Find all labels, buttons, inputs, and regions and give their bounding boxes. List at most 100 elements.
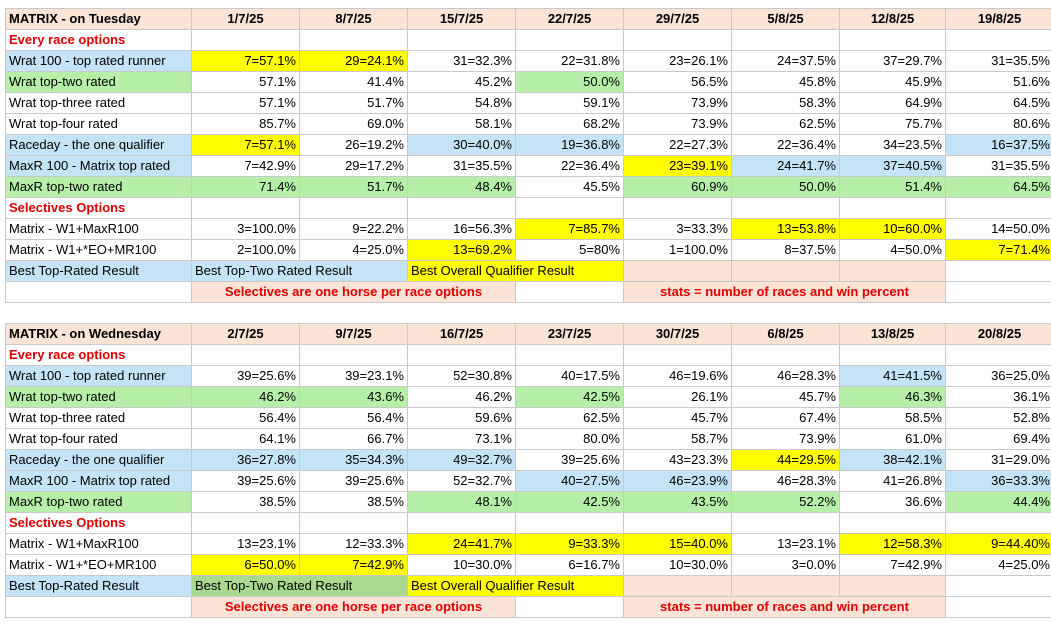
- row-label[interactable]: MaxR 100 - Matrix top rated: [5, 155, 192, 177]
- section-label[interactable]: Selectives Options: [5, 512, 192, 534]
- stat-cell[interactable]: 3=0.0%: [731, 554, 840, 576]
- empty-cell[interactable]: [623, 260, 732, 282]
- empty-cell[interactable]: [945, 596, 1051, 618]
- stat-cell[interactable]: 45.5%: [515, 176, 624, 198]
- stat-cell[interactable]: 37=40.5%: [839, 155, 946, 177]
- stat-cell[interactable]: 4=25.0%: [299, 239, 408, 261]
- stat-cell[interactable]: 10=30.0%: [407, 554, 516, 576]
- stat-cell[interactable]: 23=39.1%: [623, 155, 732, 177]
- stat-cell[interactable]: 44=29.5%: [731, 449, 840, 471]
- stat-cell[interactable]: 69.0%: [299, 113, 408, 135]
- stat-cell[interactable]: 15=40.0%: [623, 533, 732, 555]
- empty-cell[interactable]: [945, 197, 1051, 219]
- stat-cell[interactable]: 31=35.5%: [945, 155, 1051, 177]
- stat-cell[interactable]: 73.9%: [623, 113, 732, 135]
- row-label[interactable]: Raceday - the one qualifier: [5, 134, 192, 156]
- row-label[interactable]: Wrat top-two rated: [5, 71, 192, 93]
- legend-top-two[interactable]: Best Top-Two Rated Result: [191, 260, 408, 282]
- stat-cell[interactable]: 19=36.8%: [515, 134, 624, 156]
- empty-cell[interactable]: [299, 197, 408, 219]
- stat-cell[interactable]: 56.5%: [623, 71, 732, 93]
- stat-cell[interactable]: 36=27.8%: [191, 449, 300, 471]
- stat-cell[interactable]: 50.0%: [731, 176, 840, 198]
- stat-cell[interactable]: 31=35.5%: [945, 50, 1051, 72]
- empty-cell[interactable]: [839, 344, 946, 366]
- stat-cell[interactable]: 58.5%: [839, 407, 946, 429]
- stat-cell[interactable]: 52=30.8%: [407, 365, 516, 387]
- stat-cell[interactable]: 45.7%: [731, 386, 840, 408]
- stat-cell[interactable]: 43=23.3%: [623, 449, 732, 471]
- empty-cell[interactable]: [515, 596, 624, 618]
- stat-cell[interactable]: 45.8%: [731, 71, 840, 93]
- stat-cell[interactable]: 7=57.1%: [191, 134, 300, 156]
- stat-cell[interactable]: 12=33.3%: [299, 533, 408, 555]
- empty-cell[interactable]: [945, 260, 1051, 282]
- stat-cell[interactable]: 49=32.7%: [407, 449, 516, 471]
- stat-cell[interactable]: 38.5%: [191, 491, 300, 513]
- empty-cell[interactable]: [515, 344, 624, 366]
- stat-cell[interactable]: 34=23.5%: [839, 134, 946, 156]
- stat-cell[interactable]: 62.5%: [515, 407, 624, 429]
- stat-cell[interactable]: 80.6%: [945, 113, 1051, 135]
- date-header[interactable]: 15/7/25: [407, 8, 516, 30]
- date-header[interactable]: 1/7/25: [191, 8, 300, 30]
- stat-cell[interactable]: 64.1%: [191, 428, 300, 450]
- stat-cell[interactable]: 24=41.7%: [407, 533, 516, 555]
- stat-cell[interactable]: 36=33.3%: [945, 470, 1051, 492]
- section-label[interactable]: Every race options: [5, 29, 192, 51]
- empty-cell[interactable]: [299, 512, 408, 534]
- row-label[interactable]: Wrat top-four rated: [5, 428, 192, 450]
- empty-cell[interactable]: [945, 281, 1051, 303]
- date-header[interactable]: 29/7/25: [623, 8, 732, 30]
- empty-cell[interactable]: [515, 29, 624, 51]
- empty-cell[interactable]: [407, 197, 516, 219]
- empty-cell[interactable]: [407, 344, 516, 366]
- stat-cell[interactable]: 73.9%: [731, 428, 840, 450]
- stat-cell[interactable]: 40=27.5%: [515, 470, 624, 492]
- empty-cell[interactable]: [191, 512, 300, 534]
- stat-cell[interactable]: 31=29.0%: [945, 449, 1051, 471]
- stat-cell[interactable]: 10=30.0%: [623, 554, 732, 576]
- stat-cell[interactable]: 13=23.1%: [191, 533, 300, 555]
- stat-cell[interactable]: 24=41.7%: [731, 155, 840, 177]
- stat-cell[interactable]: 35=34.3%: [299, 449, 408, 471]
- selectives-note[interactable]: Selectives are one horse per race option…: [191, 596, 516, 618]
- stat-cell[interactable]: 22=36.4%: [515, 155, 624, 177]
- row-label[interactable]: Matrix - W1+*EO+MR100: [5, 554, 192, 576]
- stat-cell[interactable]: 40=17.5%: [515, 365, 624, 387]
- stat-cell[interactable]: 56.4%: [299, 407, 408, 429]
- stat-cell[interactable]: 16=56.3%: [407, 218, 516, 240]
- row-label[interactable]: Wrat top-two rated: [5, 386, 192, 408]
- empty-cell[interactable]: [407, 29, 516, 51]
- stat-cell[interactable]: 59.6%: [407, 407, 516, 429]
- date-header[interactable]: 13/8/25: [839, 323, 946, 345]
- legend-overall[interactable]: Best Overall Qualifier Result: [407, 575, 624, 597]
- stat-cell[interactable]: 39=25.6%: [515, 449, 624, 471]
- empty-cell[interactable]: [191, 197, 300, 219]
- stat-cell[interactable]: 13=53.8%: [731, 218, 840, 240]
- stat-cell[interactable]: 46=28.3%: [731, 365, 840, 387]
- selectives-note[interactable]: Selectives are one horse per race option…: [191, 281, 516, 303]
- matrix-title[interactable]: MATRIX - on Tuesday: [5, 8, 192, 30]
- empty-cell[interactable]: [731, 260, 840, 282]
- empty-cell[interactable]: [945, 29, 1051, 51]
- stat-cell[interactable]: 9=22.2%: [299, 218, 408, 240]
- empty-cell[interactable]: [945, 512, 1051, 534]
- stat-cell[interactable]: 69.4%: [945, 428, 1051, 450]
- stat-cell[interactable]: 75.7%: [839, 113, 946, 135]
- stats-note[interactable]: stats = number of races and win percent: [623, 281, 946, 303]
- stat-cell[interactable]: 67.4%: [731, 407, 840, 429]
- section-label[interactable]: Every race options: [5, 344, 192, 366]
- row-label[interactable]: Matrix - W1+MaxR100: [5, 218, 192, 240]
- stat-cell[interactable]: 7=42.9%: [839, 554, 946, 576]
- empty-cell[interactable]: [515, 512, 624, 534]
- stat-cell[interactable]: 64.9%: [839, 92, 946, 114]
- empty-cell[interactable]: [299, 344, 408, 366]
- stat-cell[interactable]: 42.5%: [515, 386, 624, 408]
- stat-cell[interactable]: 51.6%: [945, 71, 1051, 93]
- stat-cell[interactable]: 51.4%: [839, 176, 946, 198]
- date-header[interactable]: 16/7/25: [407, 323, 516, 345]
- stat-cell[interactable]: 22=36.4%: [731, 134, 840, 156]
- stat-cell[interactable]: 46.2%: [407, 386, 516, 408]
- empty-cell[interactable]: [5, 281, 192, 303]
